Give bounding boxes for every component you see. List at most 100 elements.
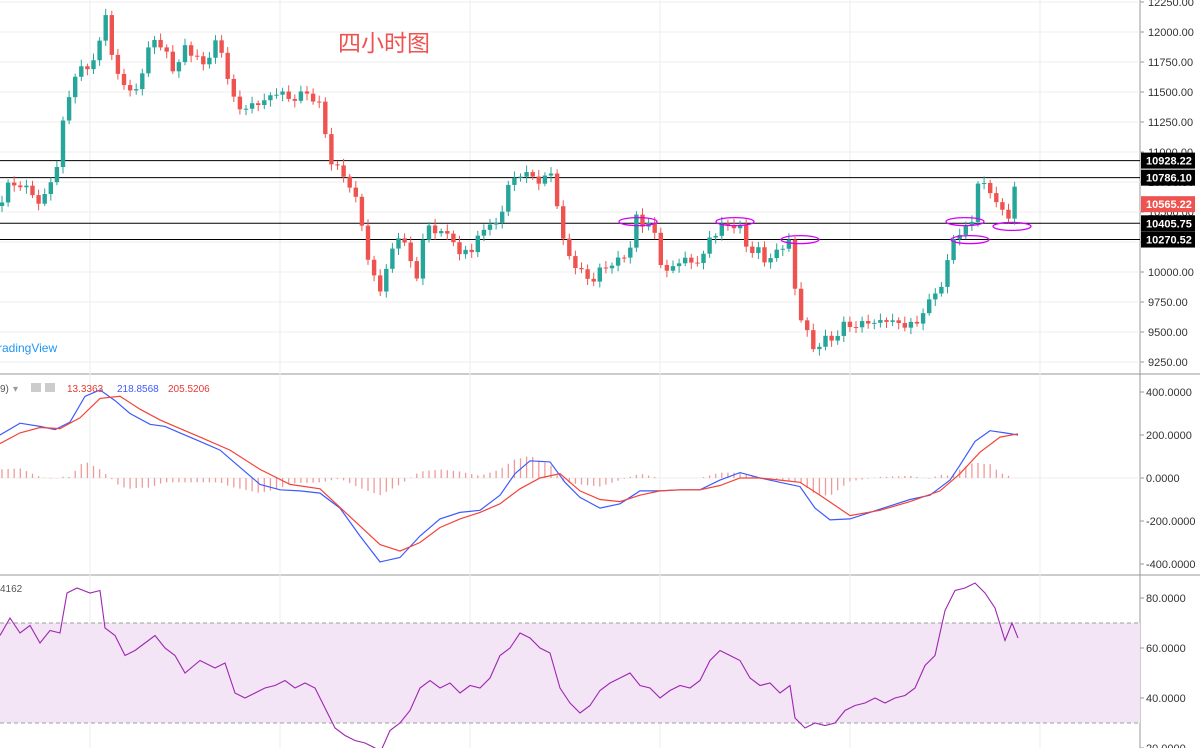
level-label-box <box>1141 215 1195 232</box>
gear-icon[interactable] <box>45 383 55 392</box>
macd-line-value: 218.8568 <box>117 384 159 395</box>
candle-down <box>792 239 798 289</box>
macd-tick-label: -400.0000 <box>1146 559 1196 571</box>
price-tick-label: 11500.00 <box>1148 87 1193 99</box>
candle-down <box>109 15 114 55</box>
candle-down <box>201 56 206 65</box>
candle-down <box>323 101 328 135</box>
candle-down <box>847 321 853 328</box>
candle-down <box>762 247 767 263</box>
price-tick-label: 10000.00 <box>1148 267 1194 279</box>
candle-up <box>213 40 218 58</box>
candle-down <box>353 187 358 197</box>
rsi-tick-label: 60.0000 <box>1146 643 1186 655</box>
candle-up <box>481 229 487 236</box>
candle-down <box>36 195 41 204</box>
circle-marker <box>945 216 985 227</box>
candle-up <box>103 15 108 41</box>
candle-down <box>561 206 566 239</box>
macd-histogram-layer <box>1 456 1016 496</box>
candle-up <box>756 247 761 253</box>
indicator-lines-layer <box>0 389 1019 753</box>
circle-marker <box>950 234 990 245</box>
candle-up <box>908 321 914 328</box>
level-label: 10270.52 <box>1146 235 1192 247</box>
candle-down <box>188 45 194 56</box>
candle-down <box>567 238 572 257</box>
candle-up <box>713 235 718 238</box>
candle-up <box>920 313 926 324</box>
candle-up <box>134 89 139 91</box>
candle-up <box>859 321 865 328</box>
candle-up <box>823 335 828 347</box>
candle-down <box>994 193 999 203</box>
candle-up <box>475 235 480 253</box>
candle-up <box>274 94 279 96</box>
candle-up <box>426 225 432 240</box>
candle-down <box>359 196 365 226</box>
candle-up <box>66 97 72 121</box>
candle-down <box>170 51 175 72</box>
price-tick-label: 11250.00 <box>1148 117 1193 129</box>
macd-line <box>0 389 1019 563</box>
candle-up <box>927 299 932 314</box>
candle-down <box>164 47 169 52</box>
candle-down <box>256 103 261 106</box>
chart-annotation-label: 四小时图 <box>338 30 430 56</box>
price-tick-label: 9500.00 <box>1148 327 1188 339</box>
candle-up <box>780 248 785 250</box>
candle-up <box>634 214 639 248</box>
rsi-title-fragment: 4162 <box>0 584 23 595</box>
candle-up <box>493 222 499 225</box>
candle-down <box>335 164 340 166</box>
candle-up <box>524 172 529 177</box>
candle-down <box>286 91 291 99</box>
candle-up <box>737 225 743 229</box>
candle-down <box>378 275 383 292</box>
candle-up <box>79 66 84 77</box>
candle-down <box>219 40 224 53</box>
candle-up <box>176 62 182 72</box>
candle-down <box>127 85 133 91</box>
price-tick-label: 11750.00 <box>1148 57 1193 69</box>
candle-down <box>554 173 560 207</box>
candle-up <box>268 95 273 101</box>
candle-up <box>841 321 846 336</box>
candle-down <box>317 101 322 103</box>
candle-down <box>725 223 731 226</box>
candle-up <box>542 175 548 184</box>
candle-up <box>817 346 822 350</box>
macd-tick-label: 200.0000 <box>1146 430 1192 442</box>
candle-up <box>506 184 511 212</box>
candle-up <box>1012 186 1017 219</box>
eye-icon[interactable] <box>31 383 41 392</box>
candle-down <box>591 278 596 282</box>
candle-down <box>658 232 663 266</box>
candle-up <box>945 260 950 287</box>
last-price-box <box>1141 196 1195 213</box>
candle-up <box>597 267 602 282</box>
candles-layer <box>0 8 1017 356</box>
macd-legend: 9) ▾ 13.3363 218.8568 205.5206 <box>0 383 210 395</box>
candle-down <box>573 256 578 269</box>
candle-up <box>24 185 29 188</box>
candle-up <box>701 253 706 264</box>
candle-up <box>91 60 96 70</box>
macd-signal-value: 205.5206 <box>168 384 210 395</box>
candle-up <box>774 249 779 259</box>
candle-up <box>60 120 66 168</box>
candle-down <box>115 54 121 74</box>
candle-up <box>5 182 11 203</box>
candle-down <box>12 182 17 186</box>
candle-down <box>884 320 889 322</box>
candle-up <box>670 266 676 271</box>
circle-markers-layer <box>618 216 1032 245</box>
chevron-down-icon[interactable]: ▾ <box>13 384 18 395</box>
candle-up <box>463 249 468 255</box>
level-label-box <box>1141 231 1195 248</box>
candle-up <box>182 45 188 63</box>
candle-down <box>798 288 804 321</box>
level-label: 10928.22 <box>1146 156 1192 168</box>
candle-down <box>237 96 243 110</box>
